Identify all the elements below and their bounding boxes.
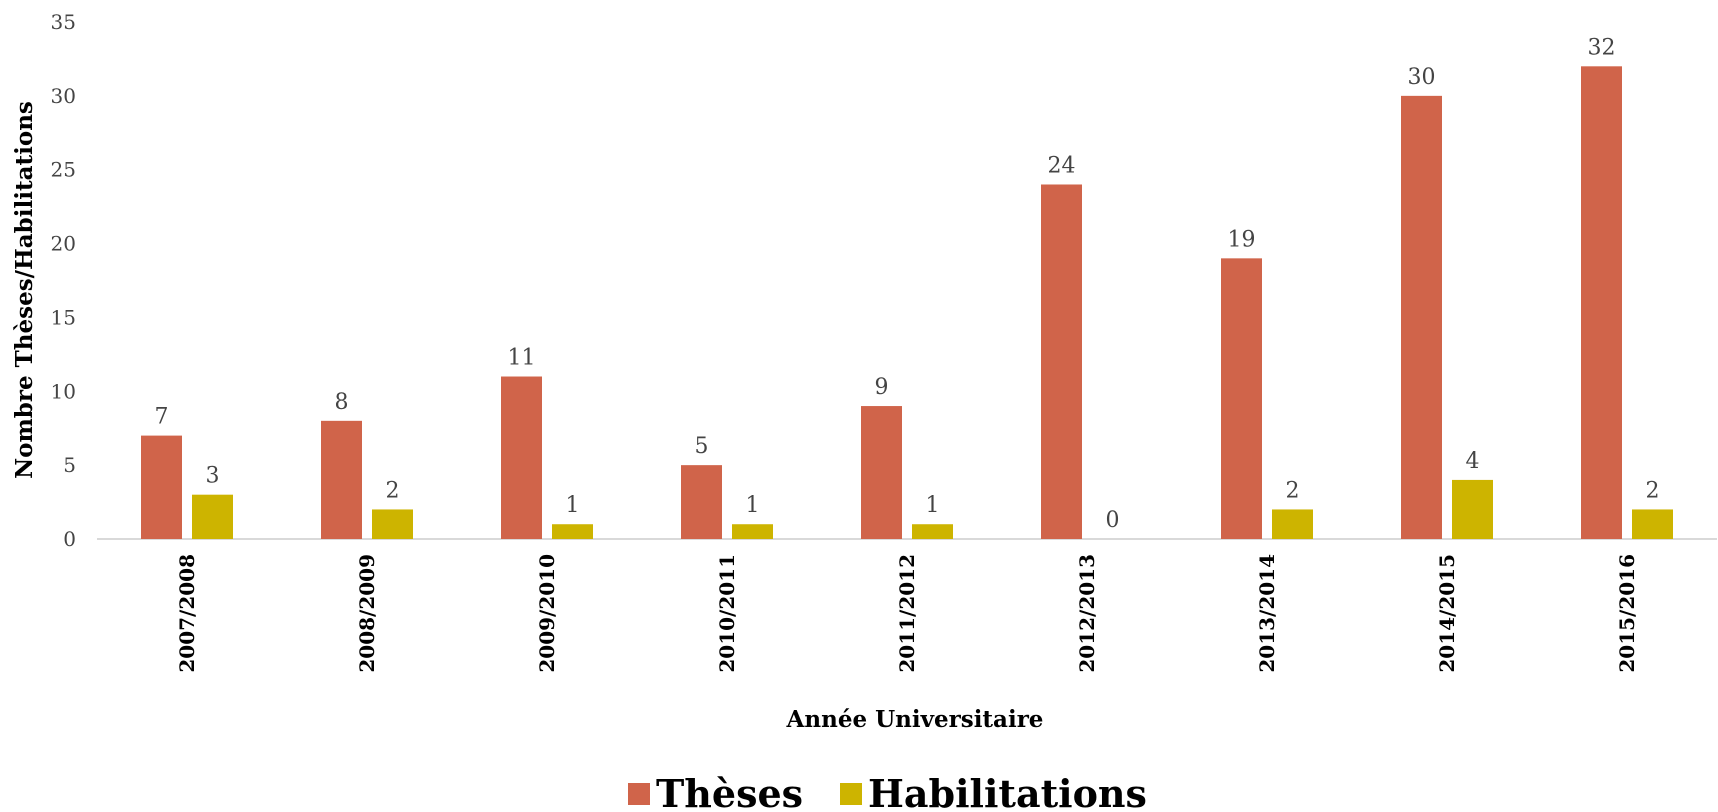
bar-theses	[321, 420, 362, 539]
data-label: 3	[206, 464, 220, 489]
legend-label: Thèses	[656, 771, 803, 812]
bars	[141, 66, 1673, 540]
y-tick-label: 15	[51, 305, 76, 329]
data-label: 2	[1646, 478, 1660, 503]
data-label: 8	[335, 390, 349, 415]
bar-habilitations	[912, 524, 953, 539]
bar-habilitations	[1272, 509, 1313, 539]
y-tick-label: 5	[63, 453, 76, 477]
bar-habilitations	[1452, 479, 1493, 539]
legend-swatch	[840, 783, 862, 805]
data-label: 5	[695, 434, 709, 459]
data-label: 7	[155, 405, 169, 430]
data-label: 1	[566, 493, 580, 518]
x-tick-label: 2008/2009	[355, 554, 379, 673]
bar-theses	[1221, 258, 1262, 539]
bar-habilitations	[372, 509, 413, 539]
bar-habilitations	[732, 524, 773, 539]
data-label: 32	[1588, 35, 1616, 60]
x-tick-label: 2012/2013	[1075, 554, 1099, 673]
y-tick-label: 10	[51, 379, 76, 403]
y-tick-label: 20	[51, 232, 76, 256]
legend-swatch	[628, 783, 650, 805]
bar-theses	[1581, 66, 1622, 540]
legend-label: Habilitations	[868, 771, 1147, 812]
y-tick-label: 35	[51, 10, 76, 34]
data-label: 1	[926, 493, 940, 518]
y-tick-label: 0	[63, 527, 76, 551]
bar-habilitations	[192, 494, 233, 539]
x-tick-label: 2015/2016	[1615, 554, 1639, 673]
data-label: 24	[1048, 153, 1076, 178]
bar-theses	[1041, 184, 1082, 539]
data-label: 2	[386, 478, 400, 503]
bar-theses	[1401, 95, 1442, 539]
data-label: 11	[508, 346, 536, 371]
y-tick-label: 30	[51, 84, 76, 108]
bar-theses	[501, 376, 542, 539]
data-label: 19	[1228, 227, 1256, 252]
data-label: 9	[875, 375, 889, 400]
data-label: 1	[746, 493, 760, 518]
y-axis-title: Nombre Thèses/Habilitations	[11, 101, 38, 479]
y-axis-ticks: 0 5 10 15 20 25 30 35	[51, 10, 76, 551]
x-tick-label: 2007/2008	[175, 554, 199, 673]
x-tick-label: 2013/2014	[1255, 554, 1279, 673]
data-label: 0	[1106, 508, 1120, 533]
x-tick-label: 2011/2012	[895, 554, 919, 673]
data-label: 30	[1408, 65, 1436, 90]
y-tick-label: 25	[51, 158, 76, 182]
bar-theses	[141, 435, 182, 539]
x-tick-label: 2010/2011	[715, 554, 739, 673]
data-label: 4	[1466, 449, 1480, 474]
legend: Thèses Habilitations	[628, 771, 1147, 812]
bar-habilitations	[552, 524, 593, 539]
x-axis-title: Année Universitaire	[786, 706, 1044, 733]
bar-theses	[681, 465, 722, 539]
bar-habilitations	[1632, 509, 1673, 539]
x-tick-label: 2014/2015	[1435, 554, 1459, 673]
bar-theses	[861, 406, 902, 539]
x-axis-categories: 2007/2008 2008/2009 2009/2010 2010/2011 2011…	[175, 554, 1639, 673]
x-tick-label: 2009/2010	[535, 554, 559, 673]
data-label: 2	[1286, 478, 1300, 503]
